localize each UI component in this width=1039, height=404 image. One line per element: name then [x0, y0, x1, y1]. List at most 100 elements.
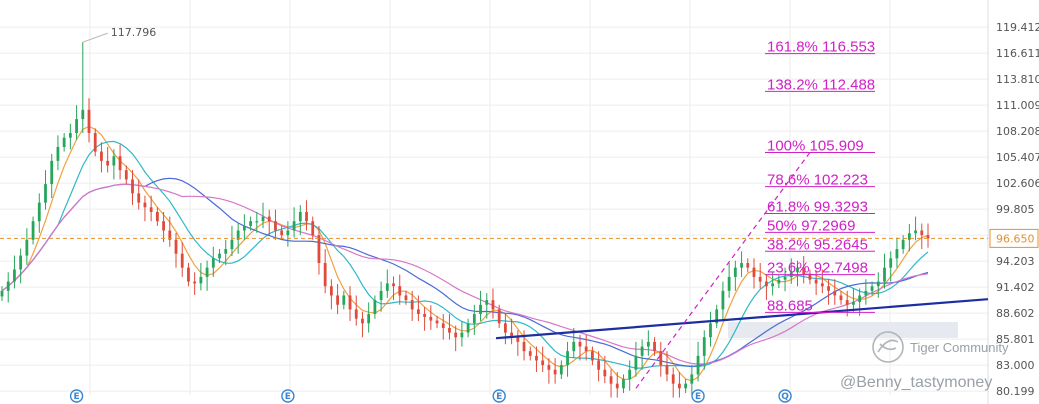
- y-tick-label: 94.203: [996, 255, 1035, 268]
- candle: [833, 279, 837, 305]
- candle: [665, 351, 669, 382]
- svg-text:E: E: [496, 392, 502, 402]
- y-tick-label: 105.407: [996, 151, 1039, 164]
- candle: [591, 346, 594, 366]
- candle: [118, 144, 122, 180]
- event-marker-icon[interactable]: E: [281, 389, 295, 403]
- candle: [87, 98, 91, 143]
- candle: [19, 248, 23, 284]
- candle: [709, 311, 712, 347]
- event-marker-icon[interactable]: E: [69, 389, 84, 403]
- candle: [81, 42, 85, 134]
- event-marker-icon[interactable]: Q: [778, 389, 792, 403]
- candle: [211, 246, 215, 277]
- candle: [628, 360, 632, 391]
- candle: [584, 334, 588, 361]
- fib-level-label: 50% 97.2969: [767, 217, 855, 234]
- candle: [373, 295, 377, 319]
- candle: [361, 311, 364, 338]
- candle: [852, 288, 855, 312]
- candle: [298, 204, 302, 236]
- fib-level-label: 78.6% 102.223: [767, 172, 868, 189]
- candle: [162, 211, 165, 243]
- svg-text:Q: Q: [781, 392, 789, 402]
- candle: [839, 290, 843, 305]
- candle: [889, 251, 893, 282]
- candle: [622, 374, 625, 393]
- candle: [796, 260, 799, 287]
- candle: [205, 260, 209, 291]
- candle: [547, 358, 551, 384]
- candle: [93, 128, 97, 157]
- candle: [820, 269, 824, 294]
- candle: [907, 224, 911, 252]
- y-tick-label: 99.805: [996, 203, 1035, 216]
- candle: [497, 304, 501, 328]
- candle: [292, 207, 296, 238]
- candle: [678, 372, 681, 398]
- candle: [733, 260, 737, 291]
- fib-level-label: 61.8% 99.3293: [767, 199, 868, 216]
- fib-levels: 161.8% 116.553 138.2% 112.488 100% 105.909…: [765, 39, 875, 314]
- fib-level: 23.6% 92.7498: [765, 260, 875, 277]
- fib-level-label: 138.2% 112.488: [767, 76, 875, 93]
- candle: [44, 170, 47, 210]
- candle: [348, 286, 352, 322]
- event-marker-icon[interactable]: E: [691, 389, 705, 403]
- candle: [746, 258, 750, 273]
- candle: [659, 341, 663, 377]
- y-axis: 119.412 116.611 113.810 111.009 108.208 105.4…: [989, 21, 1039, 398]
- candle: [379, 281, 383, 312]
- candle: [249, 216, 252, 231]
- candle: [827, 279, 830, 305]
- y-tick-label: 108.208: [996, 125, 1039, 138]
- candle: [106, 146, 110, 173]
- fib-trend-line: [635, 152, 811, 389]
- candle: [367, 302, 371, 333]
- fib-level-label: 88.685: [767, 297, 813, 314]
- candle: [864, 279, 868, 305]
- candle: [274, 209, 277, 240]
- candle: [479, 290, 482, 322]
- fib-level: 100% 105.909: [765, 137, 875, 154]
- candle: [131, 170, 134, 205]
- fib-level-label: 38.2% 95.2645: [767, 236, 868, 253]
- candle: [286, 221, 290, 247]
- candle: [690, 365, 694, 396]
- svg-text:E: E: [695, 392, 701, 402]
- svg-text:E: E: [285, 392, 291, 402]
- candle: [491, 288, 495, 319]
- candle: [783, 267, 787, 292]
- candle: [0, 286, 4, 302]
- candle: [68, 123, 72, 150]
- candle: [740, 251, 743, 277]
- candle: [143, 195, 147, 222]
- candle: [199, 262, 203, 291]
- candle: [224, 239, 228, 266]
- candle: [31, 216, 35, 245]
- candle: [460, 321, 464, 347]
- candle: [255, 211, 259, 233]
- event-marker-icon[interactable]: E: [492, 389, 506, 403]
- peak-price-label: 117.796: [111, 26, 157, 39]
- candle: [137, 179, 141, 210]
- overlays: 117.796: [0, 26, 989, 389]
- candle: [448, 314, 451, 340]
- candle: [671, 367, 675, 398]
- candle: [423, 307, 427, 331]
- y-tick-label: 113.810: [996, 73, 1039, 86]
- candle: [752, 258, 756, 289]
- candle: [541, 346, 545, 373]
- ma-30-line: [1, 183, 929, 365]
- candle: [870, 281, 874, 296]
- candle: [6, 272, 10, 303]
- candle: [721, 281, 725, 322]
- candle: [230, 225, 234, 257]
- candle: [218, 249, 221, 263]
- y-tick-label: 88.602: [996, 307, 1035, 320]
- candle: [634, 341, 638, 377]
- candle: [187, 262, 190, 287]
- candle: [454, 325, 458, 352]
- candle: [646, 330, 650, 356]
- candle: [429, 305, 433, 330]
